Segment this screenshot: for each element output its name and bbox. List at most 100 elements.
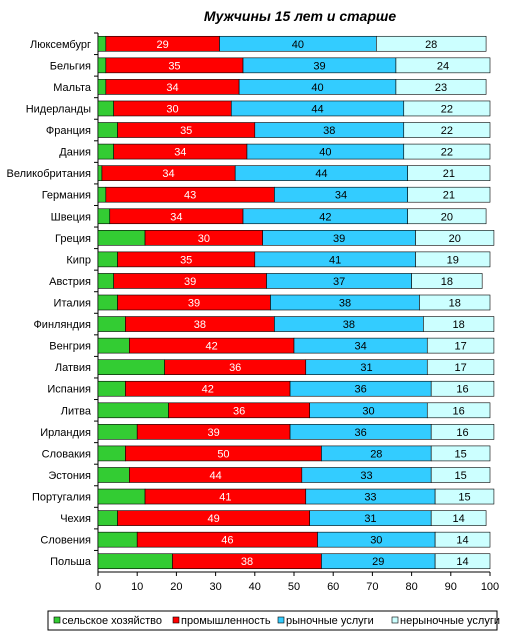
category-label: Ирландия	[40, 427, 91, 439]
category-label: Словения	[40, 535, 91, 547]
data-label: 39	[184, 276, 196, 288]
bar-segment	[411, 273, 483, 289]
data-label: 40	[311, 82, 323, 94]
data-label: 38	[323, 125, 335, 137]
bar-segment	[395, 79, 487, 95]
bar-segment	[430, 467, 491, 483]
data-label: 41	[329, 254, 341, 266]
bar-segment	[97, 230, 146, 246]
x-tick-label: 10	[131, 581, 143, 593]
legend-label: сельское хозяйство	[62, 615, 162, 627]
data-label: 21	[443, 168, 455, 180]
data-label: 33	[360, 470, 372, 482]
legend-box	[47, 610, 498, 631]
data-label: 18	[453, 319, 465, 331]
data-label: 28	[425, 39, 437, 51]
bar-segment	[430, 424, 495, 440]
data-label: 31	[360, 362, 372, 374]
data-label: 38	[241, 556, 253, 568]
bar-segment	[97, 424, 138, 440]
bar-segment	[97, 186, 107, 203]
category-label: Финляндия	[33, 319, 91, 331]
data-label: 38	[343, 319, 355, 331]
bar-segment	[407, 186, 491, 203]
legend-swatch	[277, 616, 285, 624]
legend-label: рыночные услуги	[286, 615, 374, 627]
category-label: Швеция	[51, 211, 91, 223]
category-label: Португалия	[32, 492, 91, 504]
data-label: 34	[174, 147, 186, 159]
data-label: 34	[335, 190, 347, 202]
category-label: Бельгия	[50, 60, 91, 72]
data-label: 42	[206, 341, 218, 353]
bar-segment	[97, 380, 126, 397]
data-label: 39	[333, 233, 345, 245]
bar-segment	[97, 294, 118, 311]
data-label: 50	[217, 448, 229, 460]
bar-segment	[97, 316, 126, 332]
category-label: Италия	[54, 298, 92, 310]
bar-segment	[97, 273, 114, 289]
data-label: 22	[441, 103, 453, 115]
data-label: 15	[454, 470, 466, 482]
data-label: 30	[370, 535, 382, 547]
bar-segment	[97, 467, 130, 483]
category-label: Литва	[61, 405, 92, 417]
x-tick-label: 90	[445, 581, 457, 593]
data-label: 29	[157, 39, 169, 51]
category-label: Австрия	[49, 276, 91, 288]
x-tick-label: 60	[327, 581, 339, 593]
x-tick-label: 0	[95, 581, 101, 593]
category-label: Латвия	[55, 362, 91, 374]
x-tick-label: 40	[249, 581, 261, 593]
data-label: 29	[372, 556, 384, 568]
bar-segment	[395, 57, 491, 74]
data-label: 36	[233, 405, 245, 417]
data-label: 17	[454, 362, 466, 374]
data-label: 14	[456, 535, 468, 547]
data-label: 18	[441, 276, 453, 288]
bar-segment	[97, 100, 114, 117]
bar-segment	[97, 143, 114, 160]
data-label: 36	[229, 362, 241, 374]
legend-swatch	[391, 616, 399, 624]
data-label: 34	[170, 211, 182, 223]
bar-segment	[426, 359, 495, 375]
bar-segment	[434, 488, 495, 505]
bar-segment	[407, 208, 487, 225]
data-label: 44	[311, 103, 323, 115]
data-label: 46	[221, 535, 233, 547]
data-label: 22	[441, 125, 453, 137]
data-label: 30	[198, 233, 210, 245]
bar-segment	[403, 122, 491, 138]
data-label: 38	[339, 298, 351, 310]
data-label: 42	[319, 211, 331, 223]
bar-segment	[97, 35, 107, 52]
data-label: 43	[184, 190, 196, 202]
data-label: 38	[194, 319, 206, 331]
category-label: Чехия	[60, 513, 91, 525]
category-label: Нидерланды	[26, 103, 91, 115]
bar-segment	[434, 531, 491, 548]
data-label: 16	[456, 384, 468, 396]
data-label: 40	[292, 39, 304, 51]
data-label: 34	[355, 341, 367, 353]
x-tick-label: 100	[481, 581, 499, 593]
category-label: Дания	[59, 147, 91, 159]
data-label: 49	[208, 513, 220, 525]
legend: сельское хозяйство промышленность рыночные…	[47, 610, 500, 631]
legend-label: нерыночные услуги	[400, 615, 500, 627]
data-label: 23	[435, 82, 447, 94]
data-label: 34	[162, 168, 174, 180]
bar-segment	[419, 294, 491, 311]
data-label: 33	[364, 492, 376, 504]
bar-segment	[426, 337, 495, 354]
bar-segment	[407, 165, 491, 181]
data-label: 19	[447, 254, 459, 266]
bar-segment	[430, 380, 495, 397]
data-label: 42	[202, 384, 214, 396]
bar-segment	[430, 510, 487, 526]
bar-segment	[423, 316, 495, 332]
bar-segment	[97, 531, 138, 548]
data-label: 41	[219, 492, 231, 504]
